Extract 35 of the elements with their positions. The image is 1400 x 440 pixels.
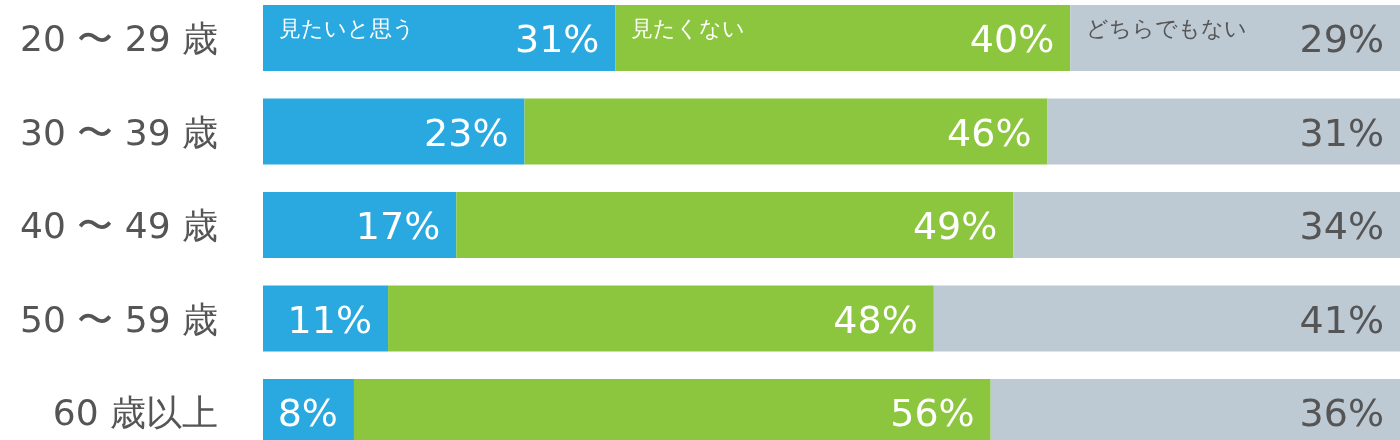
bar — [1013, 192, 1400, 258]
bar — [1070, 5, 1400, 71]
bar — [263, 192, 457, 258]
bar — [388, 285, 934, 352]
data-label: 40% — [969, 17, 1055, 61]
data-label: 31% — [515, 17, 600, 61]
series-label: 見たいと思う — [279, 16, 415, 41]
y-tick-label: 30 〜 39 歳 — [20, 111, 218, 153]
bar — [263, 98, 525, 165]
y-tick-label: 20 〜 29 歳 — [20, 18, 218, 59]
data-label: 23% — [424, 110, 509, 155]
data-label: 41% — [1299, 297, 1384, 342]
bar — [263, 5, 616, 71]
bar — [524, 98, 1048, 165]
data-label: 36% — [1299, 391, 1384, 435]
data-label: 29% — [1299, 17, 1384, 61]
data-label: 11% — [287, 297, 373, 342]
y-tick-label: 50 〜 59 歳 — [20, 298, 218, 340]
data-label: 46% — [947, 110, 1032, 155]
bar — [615, 5, 1071, 71]
data-label: 8% — [277, 391, 338, 435]
data-label: 17% — [355, 204, 441, 248]
data-label: 31% — [1299, 110, 1384, 155]
data-label: 49% — [912, 204, 998, 248]
bar — [1047, 98, 1400, 165]
bar — [933, 285, 1400, 352]
y-tick-label: 60 歳以上 — [52, 392, 218, 433]
data-label: 56% — [890, 391, 975, 435]
series-label: どちらでもない — [1086, 16, 1248, 41]
y-tick-label: 40 〜 49 歳 — [20, 205, 218, 246]
data-label: 48% — [833, 297, 918, 342]
series-label: 見たくない — [631, 16, 746, 41]
bar — [263, 285, 389, 352]
bar — [456, 192, 1014, 258]
data-label: 34% — [1299, 204, 1384, 248]
